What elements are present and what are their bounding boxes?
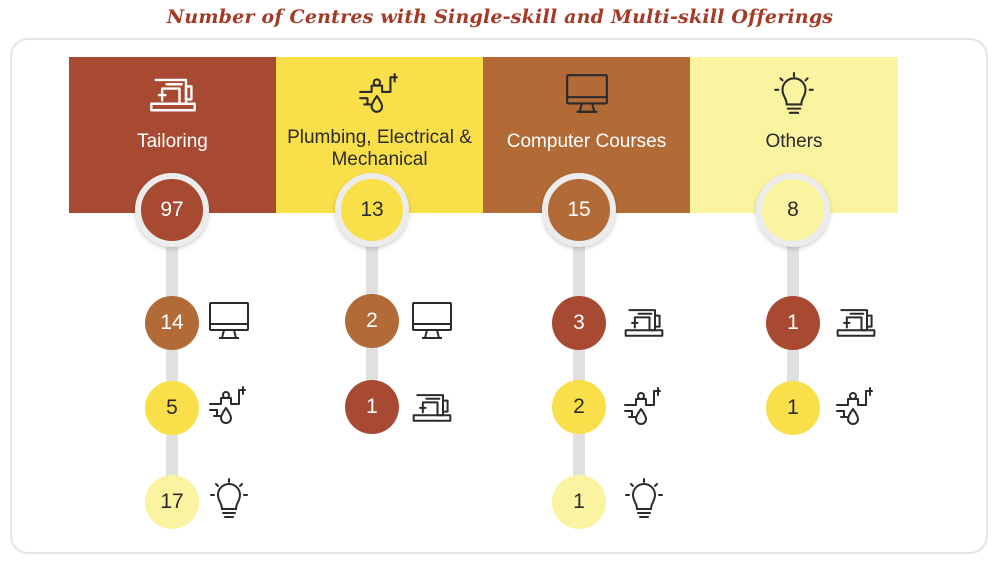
connector-line	[166, 240, 178, 508]
header-plumbing: Plumbing, Electrical & Mechanical	[276, 57, 483, 213]
combo-circle: 14	[145, 296, 199, 350]
tap-pipe-icon	[834, 385, 878, 429]
lightbulb-icon	[690, 71, 898, 117]
combo-circle: 1	[766, 381, 820, 435]
count-circle-computer-courses: 15	[542, 173, 616, 247]
lightbulb-icon	[622, 477, 666, 521]
connector-line	[573, 240, 585, 508]
combo-circle: 2	[345, 294, 399, 348]
label-computer-courses: Computer Courses	[506, 131, 667, 152]
combo-circle: 17	[145, 475, 199, 529]
combo-circle: 3	[552, 296, 606, 350]
label-others: Others	[765, 131, 823, 152]
page-title: Number of Centres with Single-skill and …	[166, 6, 834, 28]
computer-icon	[410, 299, 454, 343]
lightbulb-icon	[207, 477, 251, 521]
computer-icon	[483, 71, 690, 117]
tap-pipe-icon	[622, 385, 666, 429]
computer-icon	[207, 299, 251, 343]
sewing-machine-icon	[622, 300, 666, 344]
count-circle-tailoring: 97	[135, 173, 209, 247]
count-circle-plumbing: 13	[335, 173, 409, 247]
combo-circle: 5	[145, 381, 199, 435]
tap-pipe-icon	[207, 384, 251, 428]
tap-pipe-icon	[276, 71, 483, 117]
sewing-machine-icon	[69, 71, 276, 117]
count-circle-others: 8	[756, 173, 830, 247]
label-plumbing: Plumbing, Electrical & Mechanical	[287, 127, 472, 170]
label-tailoring: Tailoring	[137, 131, 208, 152]
combo-circle: 1	[552, 475, 606, 529]
combo-circle: 1	[766, 296, 820, 350]
combo-circle: 1	[345, 380, 399, 434]
combo-circle: 2	[552, 380, 606, 434]
sewing-machine-icon	[834, 300, 878, 344]
sewing-machine-icon	[410, 385, 454, 429]
